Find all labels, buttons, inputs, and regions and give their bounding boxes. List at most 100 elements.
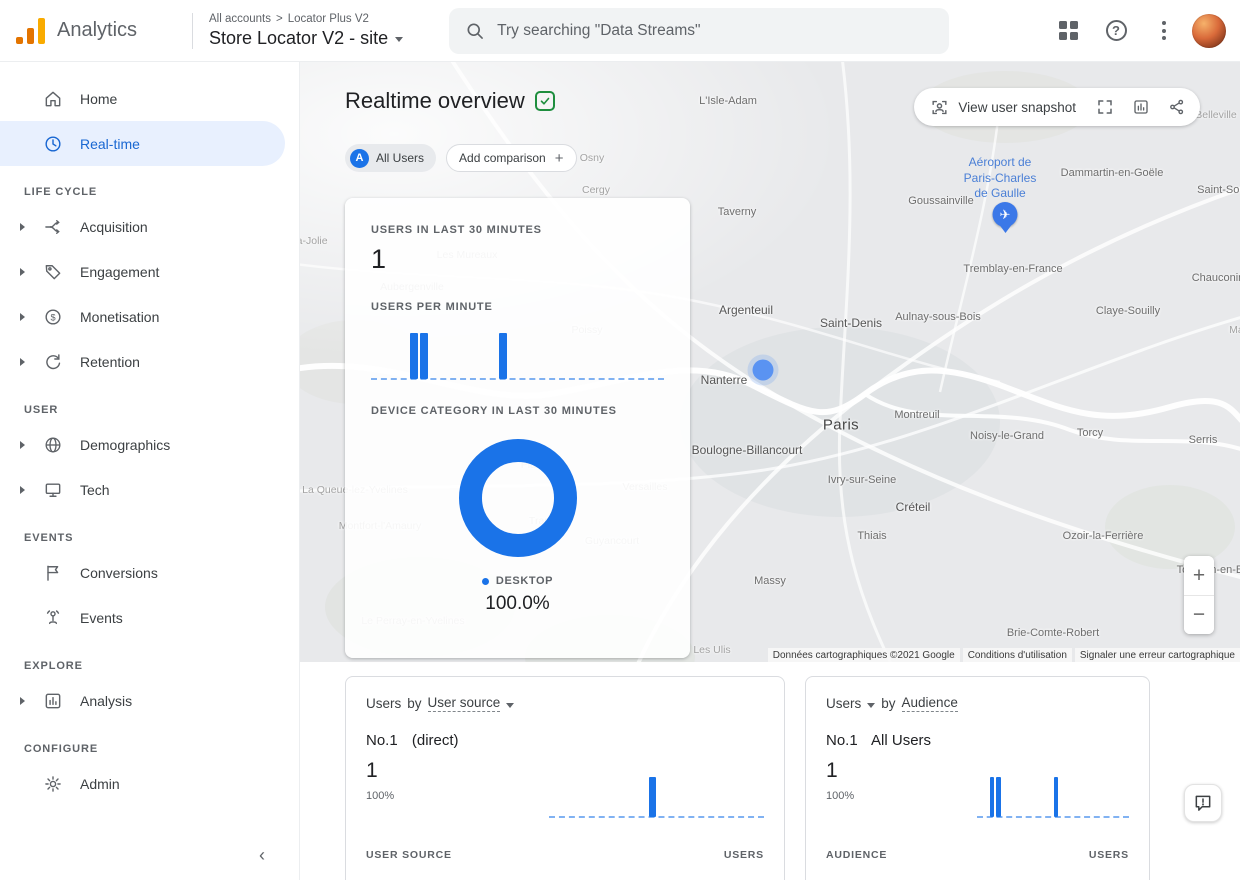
all-users-chip-label: All Users — [376, 151, 425, 165]
help-button[interactable]: ? — [1096, 11, 1136, 51]
top-audience-row: No.1 All Users — [826, 732, 932, 749]
top-source-value: (direct) — [411, 732, 459, 749]
sidebar-section-configure: CONFIGURE — [24, 743, 99, 755]
share-button[interactable] — [1160, 90, 1194, 124]
source-dimension-selector[interactable]: User source — [427, 695, 501, 712]
add-comparison-label: Add comparison — [459, 151, 546, 165]
apps-grid-icon — [1058, 21, 1078, 40]
legend-label: DESKTOP — [495, 575, 554, 587]
search-bar — [449, 7, 950, 54]
sidebar-item-home[interactable]: Home — [0, 76, 285, 121]
property-selector[interactable]: Store Locator V2 - site — [209, 27, 404, 49]
user-avatar[interactable] — [1192, 13, 1226, 48]
report-error-link[interactable]: Signaler une erreur cartographique — [1074, 648, 1240, 662]
all-users-chip[interactable]: A All Users — [345, 144, 437, 172]
sidebar-nav: Home Real-time LIFE CYCLE Acquisition En… — [0, 62, 300, 880]
app-name: Analytics — [57, 19, 138, 41]
map-label: Thiais — [857, 530, 887, 542]
breadcrumb-separator: > — [276, 12, 283, 25]
map-label: Tremblay-en-France — [963, 263, 1063, 275]
terms-link[interactable]: Conditions d'utilisation — [962, 648, 1072, 662]
source-users-percent: 100% — [366, 790, 395, 802]
plus-icon: + — [554, 149, 564, 167]
more-options-button[interactable] — [1144, 11, 1184, 51]
source-table-headers: USER SOURCE USERS — [366, 849, 764, 861]
breadcrumb: All accounts > Locator Plus V2 — [209, 13, 403, 25]
expand-arrow-icon[interactable] — [20, 440, 25, 449]
apps-grid-button[interactable] — [1048, 11, 1088, 51]
map-label: Belleville — [1195, 109, 1237, 121]
view-user-snapshot-button[interactable]: View user snapshot — [920, 98, 1086, 117]
share-icon — [1168, 98, 1186, 116]
map-label: Noisy-le-Grand — [970, 430, 1044, 442]
sidebar-item-realtime[interactable]: Real-time — [0, 121, 285, 166]
zoom-out-button[interactable]: − — [1184, 595, 1214, 634]
header-divider — [192, 12, 193, 49]
fullscreen-icon — [1096, 98, 1114, 116]
breadcrumb-property[interactable]: Locator Plus V2 — [287, 12, 369, 25]
users-by-audience-title[interactable]: Users by Audience — [826, 695, 958, 712]
map-label: Serris — [1188, 434, 1218, 446]
sidebar-item-admin[interactable]: Admin — [0, 761, 285, 806]
audience-users-percent: 100% — [826, 790, 855, 802]
sidebar-section-events: EVENTS — [24, 532, 74, 544]
chart-bar — [1054, 777, 1059, 817]
sidebar-collapse-button[interactable]: ‹ — [259, 845, 265, 865]
add-comparison-chip[interactable]: Add comparison + — [446, 144, 577, 172]
sidebar-item-monetisation[interactable]: $ Monetisation — [0, 294, 285, 339]
map-label: Chauconin — [1191, 272, 1240, 284]
expand-arrow-icon[interactable] — [20, 357, 25, 366]
page-title: Realtime overview — [345, 88, 525, 113]
expand-arrow-icon[interactable] — [20, 267, 25, 276]
monetisation-icon: $ — [42, 306, 64, 328]
map-label: Aulnay-sous-Bois — [895, 311, 981, 323]
events-icon — [42, 607, 64, 629]
map-label: Dammartin-en-Goële — [1060, 167, 1164, 179]
breadcrumb-account[interactable]: All accounts — [209, 12, 272, 25]
sidebar-item-acquisition[interactable]: Acquisition — [0, 204, 285, 249]
audience-dimension-selector[interactable]: Audience — [901, 695, 958, 712]
sidebar-item-analysis[interactable]: Analysis — [0, 678, 285, 723]
users-per-minute-chart — [371, 325, 664, 380]
feedback-button[interactable] — [1184, 784, 1222, 822]
search-input[interactable] — [497, 21, 934, 40]
expand-arrow-icon[interactable] — [20, 312, 25, 321]
realtime-metrics-card: USERS IN LAST 30 MINUTES 1 USERS PER MIN… — [345, 198, 690, 658]
sidebar-item-retention[interactable]: Retention — [0, 339, 285, 384]
map-toolbar: View user snapshot — [914, 88, 1200, 126]
sidebar-item-engagement[interactable]: Engagement — [0, 249, 285, 294]
legend-dot-icon — [481, 577, 489, 585]
map-label: Saint-Denis — [819, 316, 883, 330]
search-icon — [465, 21, 485, 41]
column-header-dimension: AUDIENCE — [826, 849, 888, 861]
users-30min-value: 1 — [371, 244, 387, 274]
sidebar-item-tech[interactable]: Tech — [0, 467, 285, 512]
map-label: L'Isle-Adam — [699, 95, 757, 107]
map-label: Ozoir-la-Ferrière — [1062, 530, 1144, 542]
property-selector-label: Store Locator V2 - site — [209, 27, 389, 48]
sidebar-item-events[interactable]: Events — [0, 595, 285, 640]
users-by-source-card: Users by User source No.1 (direct) 1 100… — [345, 676, 785, 880]
map-label: Paris — [822, 416, 860, 434]
device-category-label: DEVICE CATEGORY IN LAST 30 MINUTES — [371, 405, 617, 417]
chevron-down-icon — [395, 37, 404, 42]
expand-arrow-icon[interactable] — [20, 222, 25, 231]
monitor-icon — [42, 479, 64, 501]
acquisition-icon — [42, 216, 64, 238]
chart-bar — [648, 777, 656, 817]
analytics-logo[interactable]: Analytics — [16, 17, 186, 44]
users-by-source-title[interactable]: Users by User source — [366, 695, 764, 712]
zoom-in-button[interactable]: + — [1184, 556, 1214, 595]
top-source-row: No.1 (direct) — [366, 732, 459, 749]
chevron-down-icon — [506, 702, 515, 708]
fullscreen-button[interactable] — [1088, 90, 1122, 124]
audience-table-headers: AUDIENCE USERS — [826, 849, 1129, 861]
chart-options-button[interactable] — [1124, 90, 1158, 124]
expand-arrow-icon[interactable] — [20, 696, 25, 705]
sidebar-item-conversions[interactable]: Conversions — [0, 550, 285, 595]
column-header-dimension: USER SOURCE — [366, 849, 452, 861]
airport-label: Aéroport de Paris-Charles de Gaulle — [963, 155, 1037, 201]
expand-arrow-icon[interactable] — [20, 485, 25, 494]
sidebar-item-demographics[interactable]: Demographics — [0, 422, 285, 467]
